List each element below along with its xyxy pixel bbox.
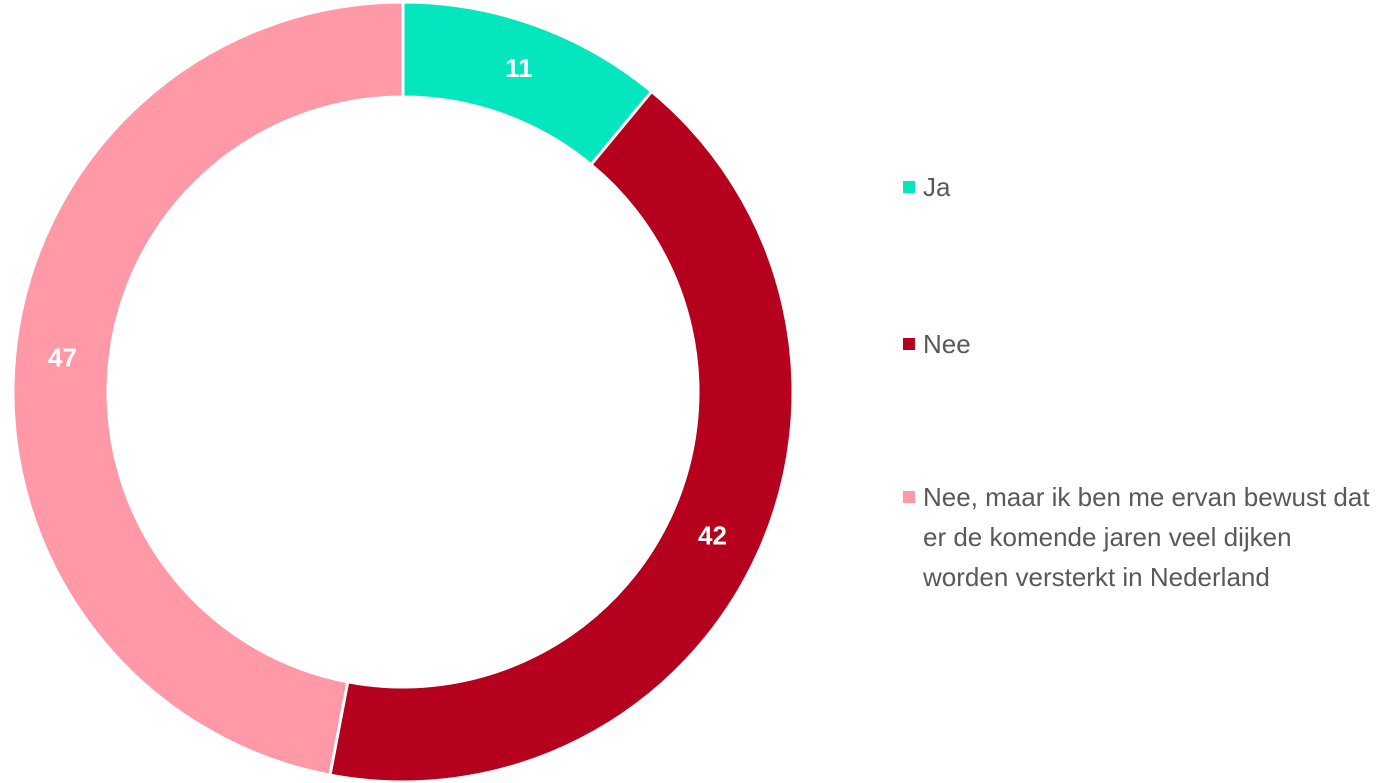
legend-label: Nee, maar ik ben me ervan bewust dat er … [923, 482, 1370, 592]
legend-swatch [903, 338, 915, 350]
donut-segment [328, 89, 795, 783]
legend-item: Ja [903, 167, 1373, 207]
legend-swatch [903, 181, 915, 193]
legend-swatch [903, 491, 915, 503]
donut-segment [11, 0, 405, 777]
data-label: 42 [698, 520, 727, 550]
legend-label: Ja [923, 172, 951, 202]
data-label: 11 [505, 53, 533, 83]
legend-item: Nee [903, 324, 1373, 364]
legend-item: Nee, maar ik ben me ervan bewust dat er … [903, 477, 1373, 597]
data-label: 47 [48, 343, 77, 373]
legend-label: Nee [923, 329, 971, 359]
